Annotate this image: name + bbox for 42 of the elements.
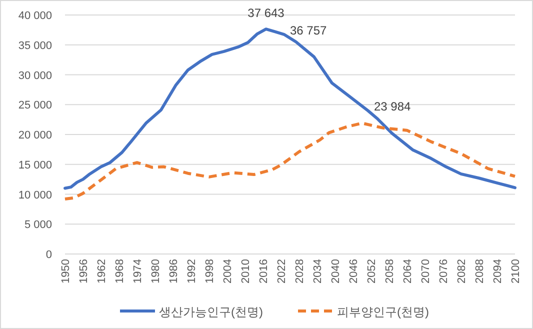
x-tick-label: 2064 (402, 259, 414, 284)
annotation: 23 984 (374, 100, 412, 114)
x-tick-label: 1968 (114, 259, 126, 284)
x-tick-label: 2034 (312, 259, 324, 284)
x-tick-label: 1980 (150, 259, 162, 284)
y-tick-label: 25 000 (18, 100, 52, 112)
legend-label: 생산가능인구(천명) (159, 305, 263, 319)
x-tick-label: 1998 (204, 259, 216, 284)
x-tick-label: 2076 (438, 259, 450, 284)
x-tick-label: 2070 (420, 259, 432, 284)
legend-label: 피부양인구(천명) (337, 305, 429, 319)
x-tick-label: 1992 (186, 259, 198, 284)
annotation: 36 757 (290, 23, 328, 38)
x-tick-label: 2100 (510, 259, 522, 284)
x-tick-label: 2052 (366, 259, 378, 284)
x-tick-label: 1986 (168, 259, 180, 284)
x-tick-label: 1962 (96, 259, 108, 284)
y-tick-label: 35 000 (18, 40, 52, 52)
annotation: 37 643 (248, 6, 285, 20)
x-tick-label: 2094 (492, 259, 504, 284)
y-tick-label: 30 000 (18, 70, 52, 82)
y-tick-label: 40 000 (18, 10, 52, 22)
x-tick-label: 2022 (276, 259, 288, 284)
line-series (64, 122, 516, 201)
y-tick-label: 15 000 (18, 159, 52, 172)
x-tick-label: 2082 (456, 259, 468, 284)
line-series (64, 28, 516, 190)
y-tick-label: 20 000 (18, 130, 52, 142)
x-tick-label: 1950 (60, 259, 72, 284)
x-tick-label: 2040 (330, 259, 342, 284)
x-tick-label: 2028 (294, 259, 306, 284)
y-tick-label: 0 (46, 249, 52, 261)
x-tick-label: 2016 (258, 259, 270, 284)
x-tick-label: 2088 (474, 259, 486, 284)
y-tick-label: 10 000 (18, 189, 52, 202)
x-tick-label: 1956 (78, 259, 90, 284)
x-tick-label: 2046 (348, 259, 360, 284)
x-tick-label: 2058 (384, 259, 396, 284)
y-tick-label: 5 000 (24, 219, 52, 232)
x-tick-label: 2004 (222, 259, 234, 284)
x-tick-label: 2010 (240, 259, 252, 284)
x-tick-label: 1974 (132, 259, 144, 284)
